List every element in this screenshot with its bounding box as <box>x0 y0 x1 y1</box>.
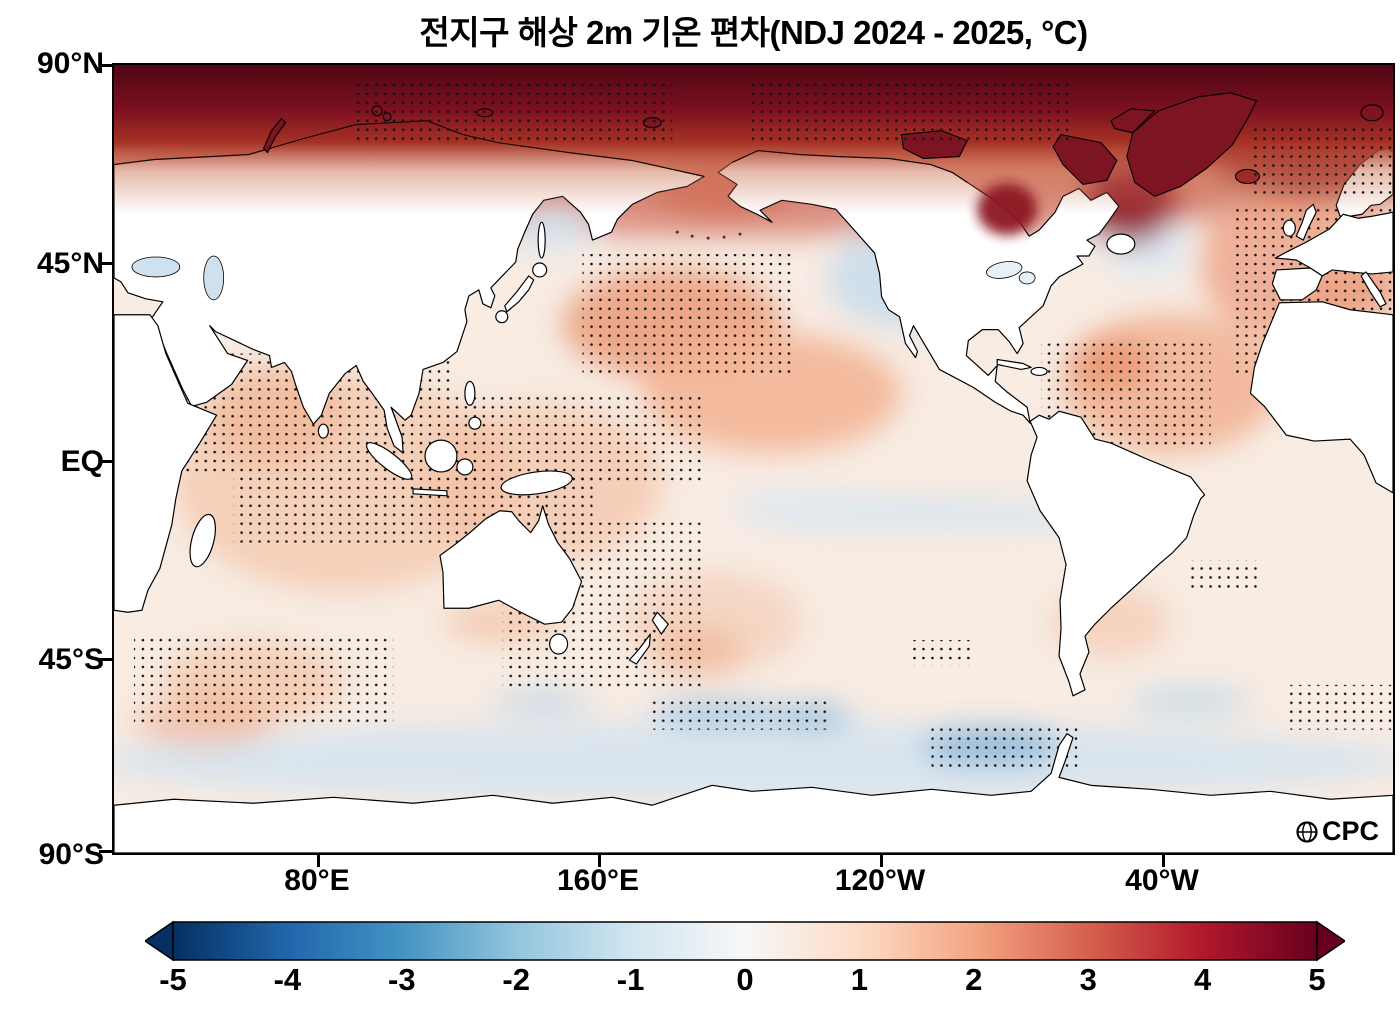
colorbar-tick-labels: -5 -4 -3 -2 -1 0 1 2 3 4 5 <box>145 962 1345 1006</box>
landmass-iberia <box>1271 267 1323 301</box>
colorbar-tick-label: 1 <box>850 962 869 997</box>
aleutian-islands <box>675 230 742 240</box>
colorbar-tick-label: 5 <box>1308 962 1326 997</box>
stipple-arctic-atlantic <box>1250 124 1393 195</box>
stipple-s-indian <box>133 637 394 727</box>
hudson-bay-hot <box>977 183 1038 236</box>
figure-title: 전지구 해상 2m 기온 편차(NDJ 2024 - 2025, °C) <box>419 14 1088 51</box>
landmass-greenland <box>1126 92 1258 197</box>
lat-tick-45n <box>99 262 112 265</box>
colorbar-tick-label: -1 <box>616 962 645 997</box>
lat-tick-90s <box>99 850 112 853</box>
landmass-antarctica <box>114 733 1393 853</box>
colorbar-tick-label: 2 <box>965 962 983 997</box>
lon-tick-120w <box>880 855 883 867</box>
island-honshu <box>504 275 535 313</box>
lat-tick-90n <box>99 64 112 67</box>
anomaly-equatorial-pacific-cool2 <box>732 492 892 513</box>
lon-label-160e: 160°E <box>556 864 640 897</box>
globe-icon <box>1296 820 1318 843</box>
landmass-italy <box>1360 271 1387 308</box>
lon-label-40w: 40°W <box>1125 864 1199 897</box>
stipple-west-pacific <box>452 393 703 483</box>
cpc-logo-text: CPC <box>1321 816 1379 846</box>
lat-tick-45s <box>99 658 112 661</box>
island-svalbard <box>1360 104 1384 122</box>
island-tasmania <box>549 633 569 655</box>
landmass-africa-east <box>114 314 218 613</box>
colorbar <box>143 918 1347 964</box>
stipple-right-south <box>1288 684 1393 730</box>
stipple-se-pacific <box>911 640 972 666</box>
colorbar-left-arrow <box>143 920 174 962</box>
island-ellesmere <box>1110 108 1156 134</box>
lat-label-90n: 90°N <box>36 47 104 80</box>
island-novaya-zemlya <box>262 117 287 154</box>
island-nz-south <box>628 633 651 665</box>
island-nz-north <box>651 611 669 635</box>
island-sumatra <box>366 442 413 480</box>
colorbar-tick-label: -2 <box>502 962 530 997</box>
island-borneo <box>424 439 458 473</box>
inland-seas <box>131 255 1036 301</box>
lon-tick-40w <box>1162 855 1165 867</box>
lat-tick-eq <box>99 460 112 463</box>
landmass-australia <box>439 505 583 625</box>
lat-label-eq: EQ <box>60 445 104 478</box>
anomaly-southern-cool-5 <box>1130 687 1251 716</box>
island-ireland <box>1282 219 1296 237</box>
island-sri-lanka <box>317 423 329 439</box>
colorbar-tick-label: -5 <box>159 962 187 997</box>
colorbar-gradient-bar <box>172 921 1318 961</box>
black-sea <box>131 256 181 278</box>
island-cuba <box>996 358 1032 371</box>
stipple-arctic-canada <box>752 80 1072 145</box>
island-baffin <box>1052 134 1118 185</box>
anomaly-okhotsk-cool <box>512 207 593 252</box>
lon-label-120w: 120°W <box>834 864 926 897</box>
island-sakhalin <box>537 221 546 259</box>
colorbar-tick-label: 3 <box>1079 962 1097 997</box>
landmass-africa-west <box>1249 301 1393 494</box>
colorbar-tick-label: -3 <box>388 962 416 997</box>
colorbar-right-arrow <box>1316 920 1347 962</box>
island-luzon <box>464 380 476 406</box>
arctic-coast-america <box>731 150 968 183</box>
stipple-arctic-siberia <box>353 80 673 145</box>
stipple-southern-1 <box>652 696 832 730</box>
lon-label-80e: 80°E <box>284 864 350 897</box>
colorbar-tick-label: 4 <box>1193 962 1212 997</box>
island-sulawesi <box>456 458 474 476</box>
landmass-south-america <box>1026 410 1206 697</box>
lon-tick-80e <box>317 855 320 867</box>
caspian-sea <box>203 255 225 301</box>
colorbar-tick-label: 0 <box>736 962 754 997</box>
island-mindanao <box>468 416 482 430</box>
island-java <box>412 488 448 497</box>
world-map-svg <box>114 65 1393 853</box>
arctic-stipples <box>353 80 1393 195</box>
lat-label-45n: 45°N <box>36 247 104 280</box>
island-madagascar <box>189 513 216 568</box>
island-hispaniola <box>1030 366 1048 377</box>
colorbar-svg <box>143 920 1347 962</box>
lon-tick-160e <box>598 855 601 867</box>
island-hokkaido <box>532 262 548 278</box>
lat-label-45s: 45°S <box>38 643 104 676</box>
great-lakes-upper <box>986 261 1023 279</box>
island-new-guinea <box>500 470 573 496</box>
arctic-islands <box>262 92 1384 197</box>
island-newfoundland <box>1106 233 1136 255</box>
anomaly-southern-ocean-cool-band <box>114 721 1393 802</box>
cpc-logo: CPC <box>1295 816 1379 847</box>
stipple-s-atlantic <box>1190 560 1261 591</box>
map-frame: CPC <box>112 63 1395 855</box>
great-lakes-lower <box>1018 271 1036 285</box>
stipple-north-pacific <box>582 254 792 374</box>
lat-label-90s: 90°S <box>38 838 104 871</box>
island-kyushu <box>495 310 509 324</box>
anomaly-southern-cool-4 <box>492 691 593 712</box>
colorbar-tick-label: -4 <box>273 962 302 997</box>
